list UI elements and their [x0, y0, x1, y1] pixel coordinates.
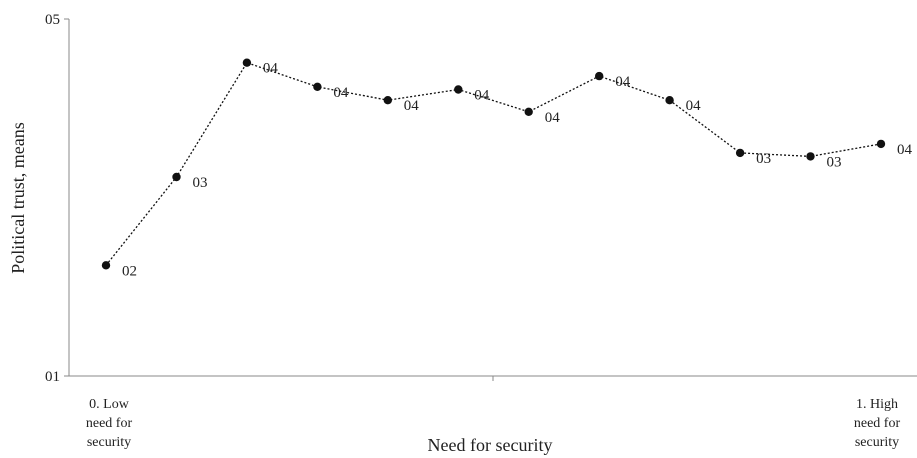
- data-label: 03: [827, 154, 842, 170]
- series-layer: 02 03 04 04 04 04 04 04 04 03 03 04: [101, 58, 913, 279]
- data-point: [454, 85, 463, 94]
- x-category-low-line-1: 0. Low: [89, 397, 130, 412]
- data-point: [665, 96, 674, 105]
- x-category-label-high: 1. High need for security: [854, 397, 901, 450]
- series-line: [105, 61, 882, 266]
- data-label: 04: [545, 110, 561, 126]
- y-axis-title: Political trust, means: [8, 122, 28, 273]
- data-point: [383, 96, 392, 105]
- data-label: 04: [686, 98, 702, 114]
- data-point: [595, 71, 604, 81]
- x-category-high-line-1: 1. High: [856, 397, 898, 412]
- x-category-high-line-2: need for: [854, 416, 901, 431]
- data-point: [806, 152, 815, 161]
- data-point: [735, 148, 745, 158]
- x-category-low-line-3: security: [87, 435, 131, 450]
- data-point: [524, 107, 533, 117]
- x-category-low-line-2: need for: [86, 416, 133, 431]
- y-tick-label-max: 05: [45, 12, 60, 28]
- x-category-high-line-3: security: [855, 435, 899, 450]
- x-category-label-low: 0. Low need for security: [86, 397, 133, 450]
- y-tick-label-min: 01: [45, 369, 60, 385]
- data-label: 03: [756, 151, 771, 167]
- data-label: 02: [122, 263, 137, 279]
- data-point: [876, 139, 886, 149]
- data-point: [313, 82, 322, 92]
- data-label: 04: [615, 74, 631, 90]
- data-label: 04: [474, 88, 490, 104]
- data-label: 04: [404, 98, 420, 114]
- x-axis-title: Need for security: [428, 435, 553, 455]
- data-label: 04: [897, 142, 913, 158]
- data-point: [101, 261, 111, 270]
- axes: 05 01: [45, 12, 917, 385]
- data-point: [242, 58, 252, 67]
- data-label: 04: [333, 85, 349, 101]
- data-label: 03: [193, 175, 208, 191]
- data-point: [172, 172, 181, 182]
- data-label: 04: [263, 61, 279, 77]
